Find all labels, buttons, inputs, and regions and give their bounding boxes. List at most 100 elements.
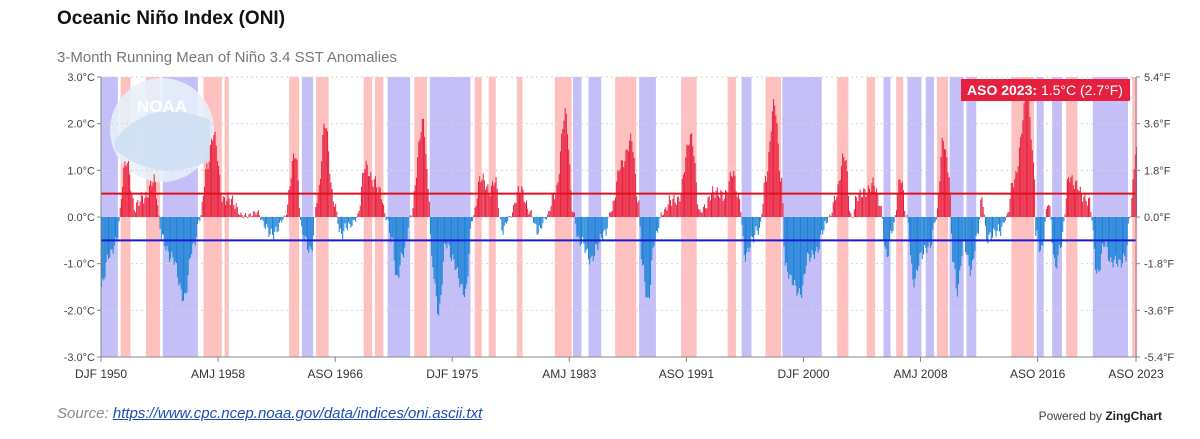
cool-bar — [275, 217, 277, 227]
warm-bar — [126, 163, 128, 217]
cool-bar — [799, 217, 801, 295]
warm-bar — [768, 151, 770, 217]
warm-bar — [316, 203, 318, 217]
cool-bar — [791, 217, 793, 285]
warm-bar — [555, 194, 557, 217]
warm-bar — [685, 157, 687, 217]
cool-bar — [109, 217, 111, 258]
warm-bar — [134, 212, 136, 217]
warm-bar — [206, 163, 208, 217]
warm-bar — [696, 204, 698, 217]
source-link[interactable]: https://www.cpc.ncep.noaa.gov/data/indic… — [112, 405, 483, 422]
warm-bar — [574, 212, 576, 217]
cool-bar — [915, 217, 917, 270]
cool-bar — [501, 217, 503, 231]
cool-bar — [167, 217, 169, 252]
warm-bar — [701, 212, 703, 217]
cool-bar — [816, 217, 818, 248]
cool-bar — [103, 217, 105, 281]
warm-bar — [623, 167, 625, 217]
warm-bar — [1018, 147, 1020, 217]
warm-bar — [330, 182, 332, 217]
warm-bar — [497, 208, 499, 217]
cool-bar — [976, 217, 978, 234]
cool-bar — [905, 217, 907, 218]
warm-bar — [715, 190, 717, 217]
warm-bar — [425, 154, 427, 217]
warm-bar — [549, 210, 551, 217]
cool-bar — [599, 217, 601, 234]
warm-bar — [947, 172, 949, 217]
cool-bar — [1002, 217, 1004, 223]
warm-bar — [288, 189, 290, 217]
cool-bar — [811, 217, 813, 250]
warm-bar — [547, 214, 549, 217]
warm-bar — [856, 197, 858, 217]
cool-bar — [822, 217, 824, 235]
cool-bar — [538, 217, 540, 226]
warm-bar — [698, 209, 700, 217]
warm-bar — [420, 132, 422, 217]
warm-bar — [530, 209, 532, 217]
chart-subtitle: 3-Month Running Mean of Niño 3.4 SST Ano… — [57, 49, 397, 66]
cool-bar — [544, 217, 546, 220]
warm-bar — [522, 189, 524, 217]
cool-bar — [303, 217, 305, 241]
warm-bar — [1010, 183, 1012, 217]
cool-bar — [918, 217, 920, 267]
cool-bar — [441, 217, 443, 285]
warm-bar — [901, 181, 903, 217]
cool-bar — [160, 217, 162, 240]
cool-bar — [1117, 217, 1119, 267]
cool-bar — [398, 217, 400, 278]
warm-bar — [380, 199, 382, 217]
warm-bar — [694, 162, 696, 217]
warm-bar — [682, 174, 684, 217]
cool-bar — [935, 217, 937, 220]
cool-bar — [920, 217, 922, 253]
y-tick-label-left: 3.0°C — [67, 72, 95, 84]
warm-bar — [119, 207, 121, 217]
cool-bar — [310, 217, 312, 250]
warm-bar — [357, 213, 359, 217]
warm-bar — [1079, 186, 1081, 217]
warm-bar — [687, 145, 689, 217]
cool-bar — [584, 217, 586, 254]
warm-bar — [940, 156, 942, 217]
cool-bar — [814, 217, 816, 260]
warm-bar — [638, 200, 640, 217]
warm-bar — [147, 197, 149, 217]
warm-bar — [637, 202, 639, 217]
warm-bar — [903, 190, 905, 217]
warm-bar — [149, 185, 151, 217]
cool-bar — [263, 217, 265, 228]
cool-bar — [969, 217, 971, 276]
powered-by[interactable]: Powered by ZingChart — [1039, 409, 1162, 423]
warm-bar — [859, 189, 861, 217]
cool-bar — [821, 217, 823, 230]
cool-bar — [962, 217, 964, 241]
cool-bar — [999, 217, 1001, 232]
cool-bar — [825, 217, 827, 224]
warm-bar — [847, 196, 849, 217]
cool-bar — [300, 217, 302, 220]
warm-bar — [634, 173, 636, 217]
cool-bar — [966, 217, 968, 256]
warm-bar — [249, 213, 251, 217]
cool-bar — [270, 217, 272, 229]
cool-bar — [1056, 217, 1058, 269]
cool-bar — [1107, 217, 1109, 261]
warm-bar — [1130, 216, 1132, 217]
warm-bar — [226, 200, 228, 217]
cool-bar — [1118, 217, 1120, 260]
warm-bar — [496, 188, 498, 217]
cool-bar — [893, 217, 895, 223]
cool-bar — [186, 217, 188, 293]
warm-bar — [723, 198, 725, 217]
warm-bar — [154, 182, 156, 217]
warm-bar — [728, 181, 730, 217]
warm-bar — [413, 191, 415, 217]
warm-bar — [319, 178, 321, 217]
cool-bar — [808, 217, 810, 254]
cool-bar — [655, 217, 657, 232]
